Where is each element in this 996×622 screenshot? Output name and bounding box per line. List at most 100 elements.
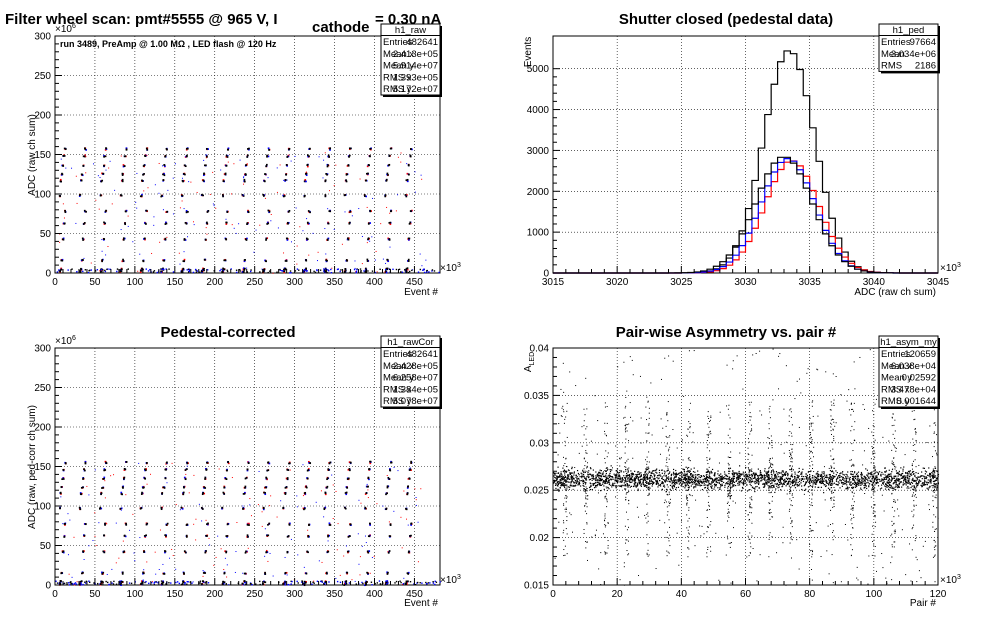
data-point — [323, 508, 326, 511]
stats-label: Entries — [383, 349, 413, 360]
data-point — [768, 481, 770, 483]
data-point — [897, 485, 899, 488]
data-point — [264, 486, 267, 489]
data-point — [694, 486, 696, 488]
data-point — [925, 477, 927, 480]
data-point — [435, 581, 438, 583]
data-point — [743, 475, 745, 477]
data-point — [247, 209, 249, 212]
data-point — [662, 483, 664, 485]
data-point — [325, 572, 328, 575]
data-point — [713, 474, 715, 476]
data-point — [581, 475, 583, 477]
data-point — [280, 500, 282, 502]
data-point — [144, 581, 146, 584]
data-point — [135, 201, 137, 203]
data-point — [731, 474, 734, 476]
data-point — [182, 493, 185, 496]
data-point — [166, 482, 168, 484]
data-point — [698, 481, 700, 483]
data-point — [744, 471, 746, 474]
data-point — [881, 471, 883, 474]
data-point — [196, 191, 198, 193]
data-point — [914, 479, 916, 482]
data-point — [324, 506, 327, 509]
data-point — [821, 476, 823, 478]
data-point — [153, 582, 155, 584]
data-point — [656, 476, 658, 479]
data-point — [76, 270, 78, 273]
data-point — [732, 481, 734, 484]
data-point — [397, 470, 399, 472]
data-point — [569, 473, 571, 475]
data-point — [324, 195, 327, 198]
data-point — [694, 476, 697, 478]
data-point — [203, 164, 206, 167]
data-point — [616, 485, 618, 487]
data-point — [690, 479, 692, 481]
data-point — [750, 480, 752, 482]
data-point — [261, 268, 263, 270]
y-tick-label: 300 — [34, 32, 51, 43]
data-point — [58, 269, 61, 272]
data-point — [414, 191, 416, 193]
data-point — [306, 218, 308, 220]
data-point — [262, 506, 265, 509]
data-point — [588, 470, 590, 472]
data-point — [785, 473, 787, 475]
data-point — [85, 172, 87, 174]
data-point — [98, 522, 100, 524]
data-point — [688, 478, 690, 480]
data-point — [786, 483, 788, 485]
data-point — [225, 551, 228, 554]
data-point — [276, 191, 278, 193]
data-point — [777, 484, 780, 486]
stats-label: RMS — [881, 61, 902, 72]
data-point — [845, 477, 847, 479]
data-point — [635, 473, 637, 476]
data-point — [683, 477, 685, 480]
data-point — [389, 212, 391, 214]
data-point — [821, 481, 824, 484]
data-point — [715, 483, 717, 486]
data-point — [678, 481, 680, 483]
data-point — [666, 484, 668, 486]
data-point — [205, 550, 207, 552]
data-point — [163, 486, 166, 488]
data-point — [161, 194, 163, 197]
data-point — [146, 522, 149, 525]
data-point — [791, 473, 793, 475]
data-point — [306, 477, 309, 480]
data-point — [241, 582, 244, 585]
data-point — [222, 194, 224, 196]
data-point — [121, 573, 124, 575]
data-point — [426, 270, 428, 272]
data-point — [439, 581, 441, 583]
data-point — [165, 461, 168, 464]
data-point — [80, 486, 83, 489]
data-point — [368, 164, 370, 167]
data-point — [798, 475, 800, 477]
data-point — [61, 259, 64, 262]
data-point — [398, 268, 401, 271]
data-point — [628, 479, 630, 481]
data-point — [673, 479, 675, 481]
data-point — [123, 469, 125, 471]
data-point — [748, 469, 751, 472]
data-point — [678, 479, 680, 481]
data-point — [808, 481, 810, 484]
data-point — [225, 165, 228, 167]
data-point — [145, 534, 147, 537]
data-point — [243, 260, 246, 262]
data-point — [912, 470, 914, 473]
data-point — [756, 474, 759, 477]
data-point — [735, 480, 738, 482]
data-point — [738, 472, 740, 474]
data-point — [185, 147, 188, 150]
data-point — [584, 477, 586, 479]
data-point — [893, 475, 895, 477]
data-point — [748, 476, 750, 478]
data-point — [226, 576, 228, 578]
data-point — [706, 468, 708, 470]
data-point — [611, 476, 613, 478]
